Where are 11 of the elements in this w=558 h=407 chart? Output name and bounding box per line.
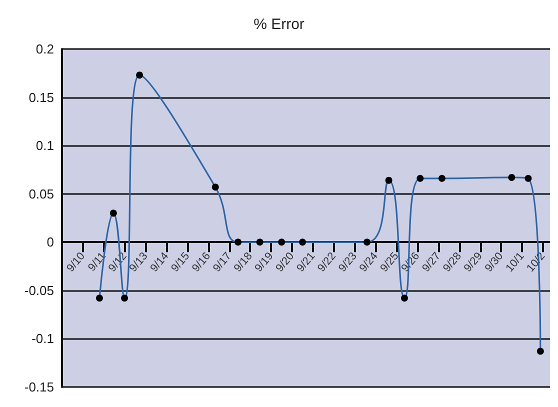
y-tick-label: 0.05 bbox=[28, 186, 54, 202]
chart-title: % Error bbox=[254, 16, 304, 33]
x-tick-label: 9/11 bbox=[86, 250, 108, 274]
y-tick-label: 0.15 bbox=[28, 90, 54, 105]
x-tick-label: 9/21 bbox=[294, 250, 318, 274]
y-tick-label: -0.15 bbox=[24, 380, 54, 394]
y-tick-label: 0 bbox=[46, 234, 54, 250]
y-tick-label: -0.05 bbox=[24, 282, 54, 298]
y-tick-label: 0.1 bbox=[36, 138, 54, 154]
y-tick-label: 0.2 bbox=[36, 42, 54, 56]
y-tick-label: -0.1 bbox=[32, 331, 54, 346]
